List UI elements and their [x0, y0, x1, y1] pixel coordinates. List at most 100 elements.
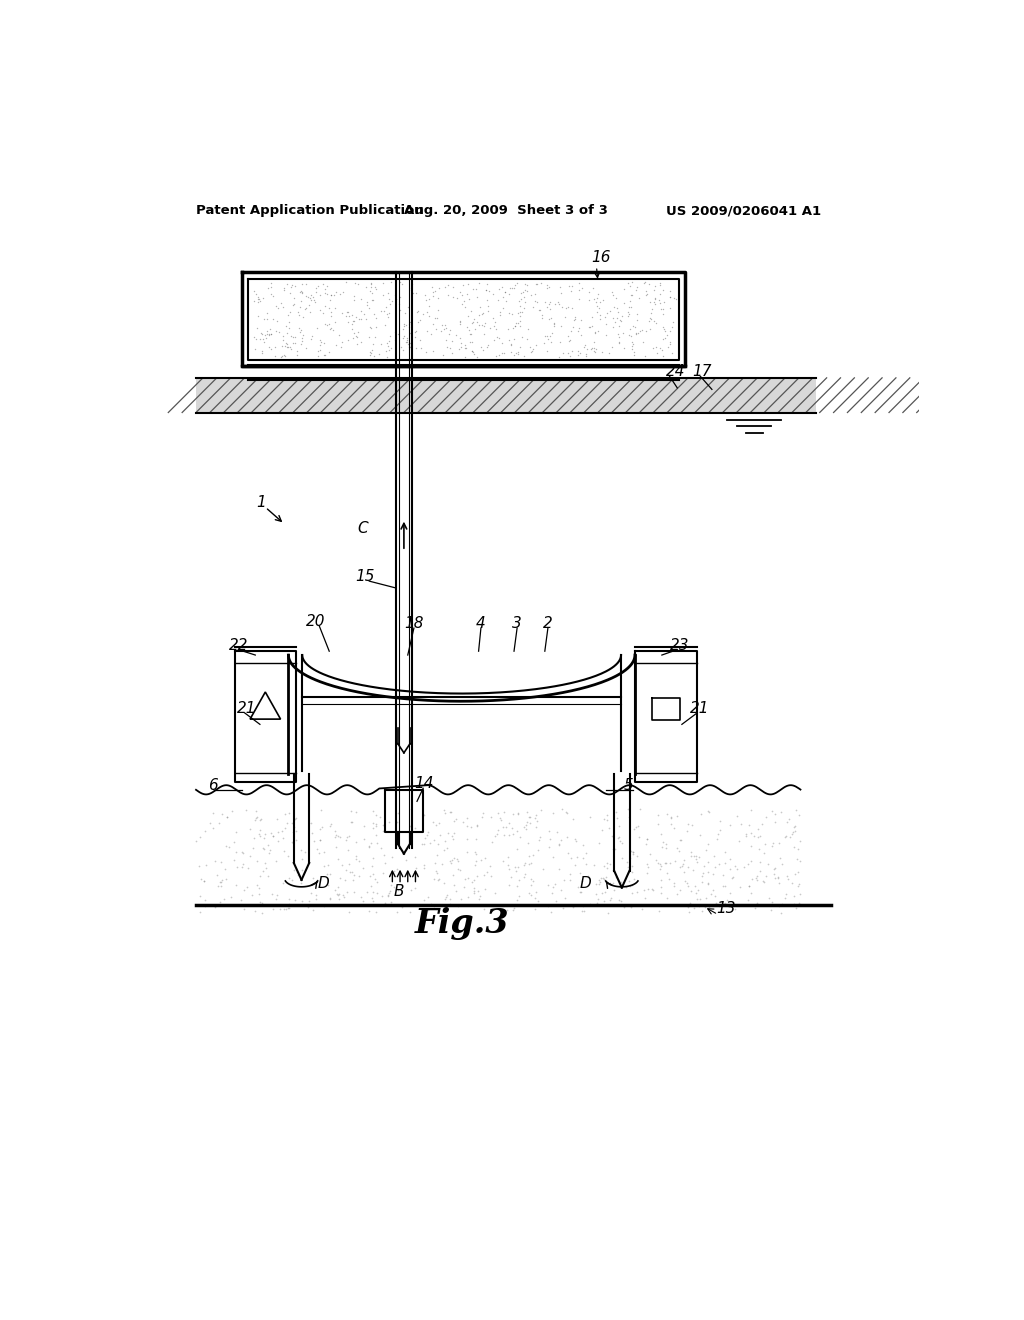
- Point: [456, 290, 472, 312]
- Point: [534, 272, 550, 293]
- Point: [451, 339, 467, 360]
- Point: [764, 836, 780, 857]
- Point: [282, 803, 298, 824]
- Point: [360, 837, 377, 858]
- Point: [445, 875, 462, 896]
- Point: [589, 296, 605, 317]
- Point: [435, 799, 452, 820]
- Point: [258, 327, 274, 348]
- Point: [304, 326, 321, 347]
- Point: [386, 876, 402, 898]
- Point: [788, 800, 805, 821]
- Point: [453, 337, 469, 358]
- Point: [627, 345, 643, 366]
- Point: [355, 304, 372, 325]
- Point: [401, 902, 418, 923]
- Point: [673, 829, 689, 850]
- Point: [384, 290, 400, 312]
- Point: [763, 900, 779, 921]
- Point: [388, 289, 404, 310]
- Point: [587, 322, 603, 343]
- Point: [242, 818, 258, 840]
- Point: [420, 899, 436, 920]
- Point: [394, 339, 411, 360]
- Point: [293, 280, 309, 301]
- Point: [478, 279, 495, 300]
- Point: [503, 334, 519, 355]
- Point: [513, 289, 529, 310]
- Point: [651, 289, 668, 310]
- Point: [700, 861, 717, 882]
- Point: [648, 337, 665, 358]
- Point: [539, 277, 555, 298]
- Point: [346, 322, 362, 343]
- Point: [727, 898, 743, 919]
- Point: [223, 800, 240, 821]
- Point: [582, 315, 598, 337]
- Point: [304, 867, 321, 888]
- Point: [631, 826, 647, 847]
- Point: [634, 899, 650, 920]
- Point: [252, 820, 268, 841]
- Point: [283, 326, 299, 347]
- Point: [457, 297, 473, 318]
- Point: [691, 846, 708, 867]
- Point: [396, 315, 413, 337]
- Point: [562, 330, 579, 351]
- Point: [725, 866, 741, 887]
- Point: [779, 810, 796, 832]
- Point: [541, 874, 557, 895]
- Point: [254, 341, 270, 362]
- Point: [400, 314, 417, 335]
- Point: [390, 803, 407, 824]
- Point: [390, 323, 407, 345]
- Point: [523, 869, 540, 890]
- Point: [733, 813, 750, 834]
- Point: [604, 825, 621, 846]
- Point: [246, 828, 262, 849]
- Point: [651, 272, 668, 293]
- Point: [471, 314, 487, 335]
- Point: [509, 273, 525, 294]
- Point: [712, 810, 728, 832]
- Point: [650, 851, 667, 873]
- Point: [252, 891, 268, 912]
- Point: [330, 849, 346, 870]
- Point: [455, 812, 471, 833]
- Point: [525, 871, 542, 892]
- Point: [781, 808, 798, 829]
- Point: [773, 903, 790, 924]
- Point: [344, 812, 360, 833]
- Point: [522, 337, 539, 358]
- Point: [393, 896, 410, 917]
- Point: [580, 338, 596, 359]
- Point: [312, 329, 329, 350]
- Point: [602, 300, 618, 321]
- Point: [783, 824, 800, 845]
- Point: [590, 888, 606, 909]
- Point: [570, 341, 587, 362]
- Point: [294, 849, 310, 870]
- Point: [453, 888, 469, 909]
- Point: [722, 882, 738, 903]
- Point: [655, 318, 672, 339]
- Text: US 2009/0206041 A1: US 2009/0206041 A1: [666, 205, 821, 218]
- Point: [522, 853, 539, 874]
- Point: [300, 286, 316, 308]
- Point: [622, 290, 638, 312]
- Point: [553, 315, 569, 337]
- Point: [313, 817, 330, 838]
- Point: [717, 892, 733, 913]
- Point: [545, 876, 561, 898]
- Point: [294, 330, 310, 351]
- Point: [288, 890, 304, 911]
- Point: [473, 304, 489, 325]
- Point: [494, 333, 510, 354]
- Point: [265, 899, 282, 920]
- Point: [284, 275, 300, 296]
- Point: [322, 289, 338, 310]
- Point: [625, 841, 641, 862]
- Point: [471, 305, 487, 326]
- Point: [261, 842, 278, 863]
- Polygon shape: [196, 378, 816, 412]
